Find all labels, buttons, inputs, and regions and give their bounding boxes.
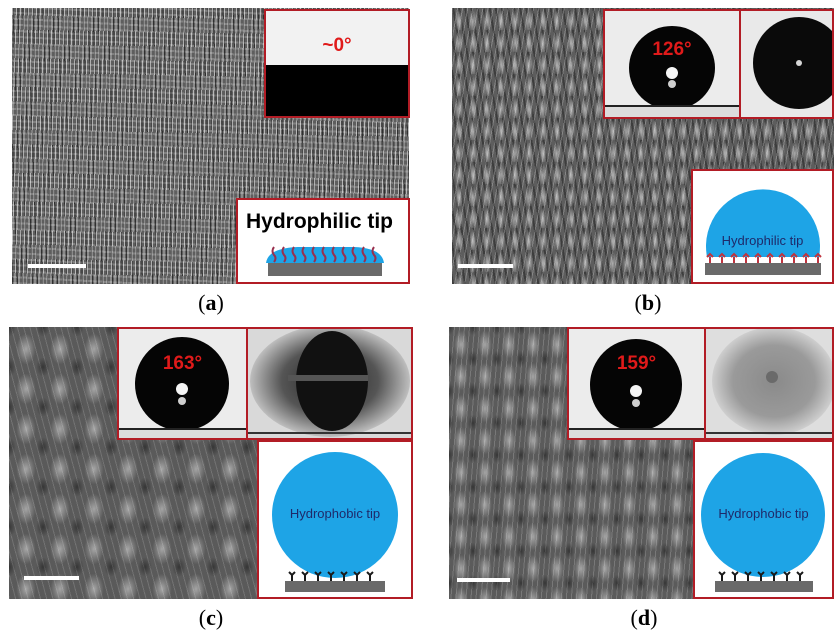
panel-a-label: (a) [198, 290, 224, 315]
panel-b-droplet-highlight [666, 67, 678, 79]
panel-a-substrate [268, 262, 382, 276]
panel-c-hydrophobic-pillars [288, 571, 374, 581]
panel-d-contact-angle-value: 159° [616, 353, 657, 374]
panel-a-flat-water-film [266, 65, 408, 116]
panel-d-droplet-bounce-inset [704, 327, 834, 440]
panel-a-tip-label: Hydrophilic tip [246, 210, 393, 233]
panel-b-tip-label: Hydrophilic tip [721, 233, 804, 248]
panel-c-label: (c) [198, 605, 224, 630]
panel-b-substrate-line [605, 106, 739, 117]
panel-c-schematic [272, 452, 398, 592]
panel-c-schematic-inset: Hydrophobic tip [257, 440, 413, 599]
panel-b-droplet-side-view [605, 26, 739, 117]
panel-d-droplet-side-view [569, 339, 704, 438]
panel-c-contact-angle-value: 163° [162, 353, 203, 374]
panel-b-droplet-top-view [753, 17, 832, 109]
panel-d-water-droplet [701, 453, 825, 577]
panel-d-droplet-side-inset: 159° [567, 327, 706, 440]
panel-a-hydrophilic-strands [271, 246, 377, 263]
panel-b-label: (b) [634, 290, 662, 315]
panel-c-scale-bar [24, 576, 79, 580]
panel-c-droplet-highlight [176, 383, 188, 395]
panel-b-droplet-top [753, 17, 832, 109]
panel-c-water-droplet [272, 452, 398, 578]
panel-b-droplet-top-inset [739, 9, 834, 119]
panel-b-scale-bar [458, 264, 513, 268]
panel-d-substrate [715, 581, 813, 592]
panel-c-tip-label: Hydrophobic tip [289, 506, 381, 521]
panel-a-schematic-inset: Hydrophilic tip [236, 198, 410, 284]
panel-c-droplet-side-view [119, 337, 246, 438]
panel-d-schematic-inset: Hydrophobic tip [693, 440, 834, 599]
panel-d-droplet-bounce-view [706, 329, 832, 435]
panel-b-contact-angle-value: 126° [652, 39, 692, 60]
panel-d-scale-bar [457, 578, 510, 582]
panel-b-schematic [705, 189, 822, 275]
panel-b-substrate [705, 263, 821, 275]
panel-a-contact-angle-value: ~0° [322, 35, 352, 56]
panel-d-label: (d) [630, 605, 658, 630]
panel-c-substrate [285, 581, 385, 592]
panel-d-schematic [701, 453, 825, 592]
panel-c-droplet-side-inset: 163° [117, 327, 248, 440]
panel-d-droplet-highlight [630, 385, 642, 397]
panel-a-scale-bar [28, 264, 86, 268]
panel-a-contact-angle-inset: ~0° [264, 9, 410, 118]
panel-d-tip-label: Hydrophobic tip [718, 506, 809, 521]
panel-b-schematic-inset: Hydrophilic tip [691, 169, 834, 284]
panel-c-droplet-bounce-inset [246, 327, 413, 440]
panel-a-schematic [266, 246, 384, 276]
panel-c-droplet-bounce-view [248, 329, 411, 437]
panel-b-water-droplet [706, 189, 820, 257]
panel-b-hydrophilic-pillars [706, 252, 822, 263]
panel-d-hydrophobic-pillars [718, 571, 804, 581]
panel-b-droplet-side-inset: 126° [603, 9, 741, 119]
